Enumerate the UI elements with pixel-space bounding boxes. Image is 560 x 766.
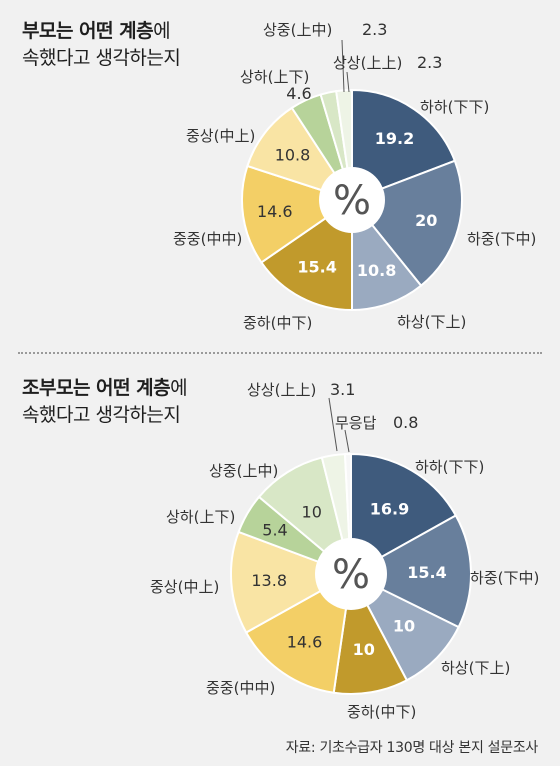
category-label: 상하(上下)	[166, 508, 235, 526]
parents-class-panel: 부모는 어떤 계층에 속했다고 생각하는지 19.2 하하(下下) 20 하중(下中)…	[0, 0, 560, 350]
value-label: 16.9	[370, 500, 409, 519]
chart-title-rest: 에	[170, 377, 188, 399]
category-label: 중상(中上)	[150, 578, 219, 596]
chart-title-bold: 조부모는 어떤 계층	[22, 377, 171, 399]
category-label: 하하(下下)	[415, 458, 484, 476]
value-label: 0.8	[393, 413, 418, 432]
center-unit-label: %	[332, 552, 370, 598]
slice-하하	[351, 88, 457, 202]
category-label: 상상(上上)	[247, 381, 316, 399]
value-label: 5.4	[262, 521, 287, 540]
category-label: 하상(下上)	[397, 313, 466, 331]
section-divider	[18, 352, 542, 354]
value-label: 15.4	[407, 563, 446, 582]
parents-class-donut-chart: 19.2 하하(下下) 20 하중(下中) 10.8 하상(下上) 15.4 중하(中下) 14…	[173, 20, 536, 332]
category-label: 중중(中中)	[173, 230, 242, 248]
value-label: 15.4	[297, 257, 336, 276]
slice-중하	[260, 198, 353, 312]
category-label: 하중(下中)	[470, 569, 539, 587]
value-label: 2.3	[362, 20, 387, 39]
chart-title: 부모는 어떤 계층에 속했다고 생각하는지	[22, 18, 181, 72]
slice-상중	[257, 456, 353, 577]
value-label: 14.6	[287, 633, 323, 652]
slice-중중	[241, 164, 355, 264]
category-label: 중중(中中)	[206, 679, 275, 697]
chart-title: 조부모는 어떤 계층에 속했다고 생각하는지	[22, 375, 188, 429]
category-label: 중하(中下)	[243, 314, 312, 332]
slice-하중	[348, 514, 472, 629]
category-label: 중하(中下)	[347, 703, 416, 721]
category-label: 상하(上下)	[240, 68, 309, 86]
grandparents-class-panel: 조부모는 어떤 계층에 속했다고 생각하는지 16.9 하하(下下) 15.4 하중(…	[0, 358, 560, 738]
value-label: 13.8	[251, 571, 287, 590]
category-label: 상중(上中)	[209, 462, 278, 480]
source-note: 자료: 기초수급자 130명 대상 본지 설문조사	[285, 740, 539, 756]
slice-중중	[244, 572, 353, 694]
value-label: 14.6	[257, 202, 293, 221]
value-label: 19.2	[375, 129, 414, 148]
chart-title-line2: 속했다고 생각하는지	[22, 47, 181, 69]
value-label: 10.8	[357, 261, 396, 280]
value-label: 10	[302, 502, 322, 521]
chart-title-rest: 에	[153, 20, 171, 42]
value-label: 2.3	[417, 53, 442, 72]
donut-slices	[241, 88, 463, 312]
category-label: 하상(下上)	[441, 659, 510, 677]
slice-중상	[246, 106, 355, 202]
value-label: 4.6	[286, 84, 311, 103]
slice-중상	[230, 530, 354, 634]
value-label: 10	[393, 617, 415, 636]
value-label: 10	[353, 640, 375, 659]
donut-labels: 19.2 하하(下下) 20 하중(下中) 10.8 하상(下上) 15.4 중하(中下) 14…	[173, 20, 536, 332]
donut-center	[319, 167, 385, 233]
category-label: 상중(上中)	[263, 21, 332, 39]
category-label: 하하(下下)	[420, 98, 489, 116]
category-label: 중상(中上)	[186, 127, 255, 145]
leader-line	[341, 39, 345, 93]
category-label: 상상(上上)	[333, 54, 402, 72]
leader-line	[328, 397, 338, 452]
value-label: 10.8	[275, 145, 311, 164]
value-label: 3.1	[330, 380, 355, 399]
category-label: 하중(下中)	[467, 230, 536, 248]
leader-line	[344, 429, 350, 453]
donut-labels: 16.9 하하(下下) 15.4 하중(下中) 10 하상(下上) 10 중하(中下) 14.6…	[150, 380, 539, 721]
slice-하상	[348, 571, 460, 682]
category-label: 무응답	[335, 414, 377, 432]
value-label: 20	[415, 211, 437, 230]
center-unit-label: %	[333, 178, 371, 224]
donut-center	[315, 538, 387, 610]
chart-title-bold: 부모는 어떤 계층	[22, 20, 154, 42]
grandparents-class-donut-chart: 16.9 하하(下下) 15.4 하중(下中) 10 하상(下上) 10 중하(中下) 14.6…	[150, 380, 539, 721]
leader-line	[346, 71, 350, 93]
slice-하하	[350, 452, 458, 576]
chart-title-line2: 속했다고 생각하는지	[22, 404, 181, 426]
